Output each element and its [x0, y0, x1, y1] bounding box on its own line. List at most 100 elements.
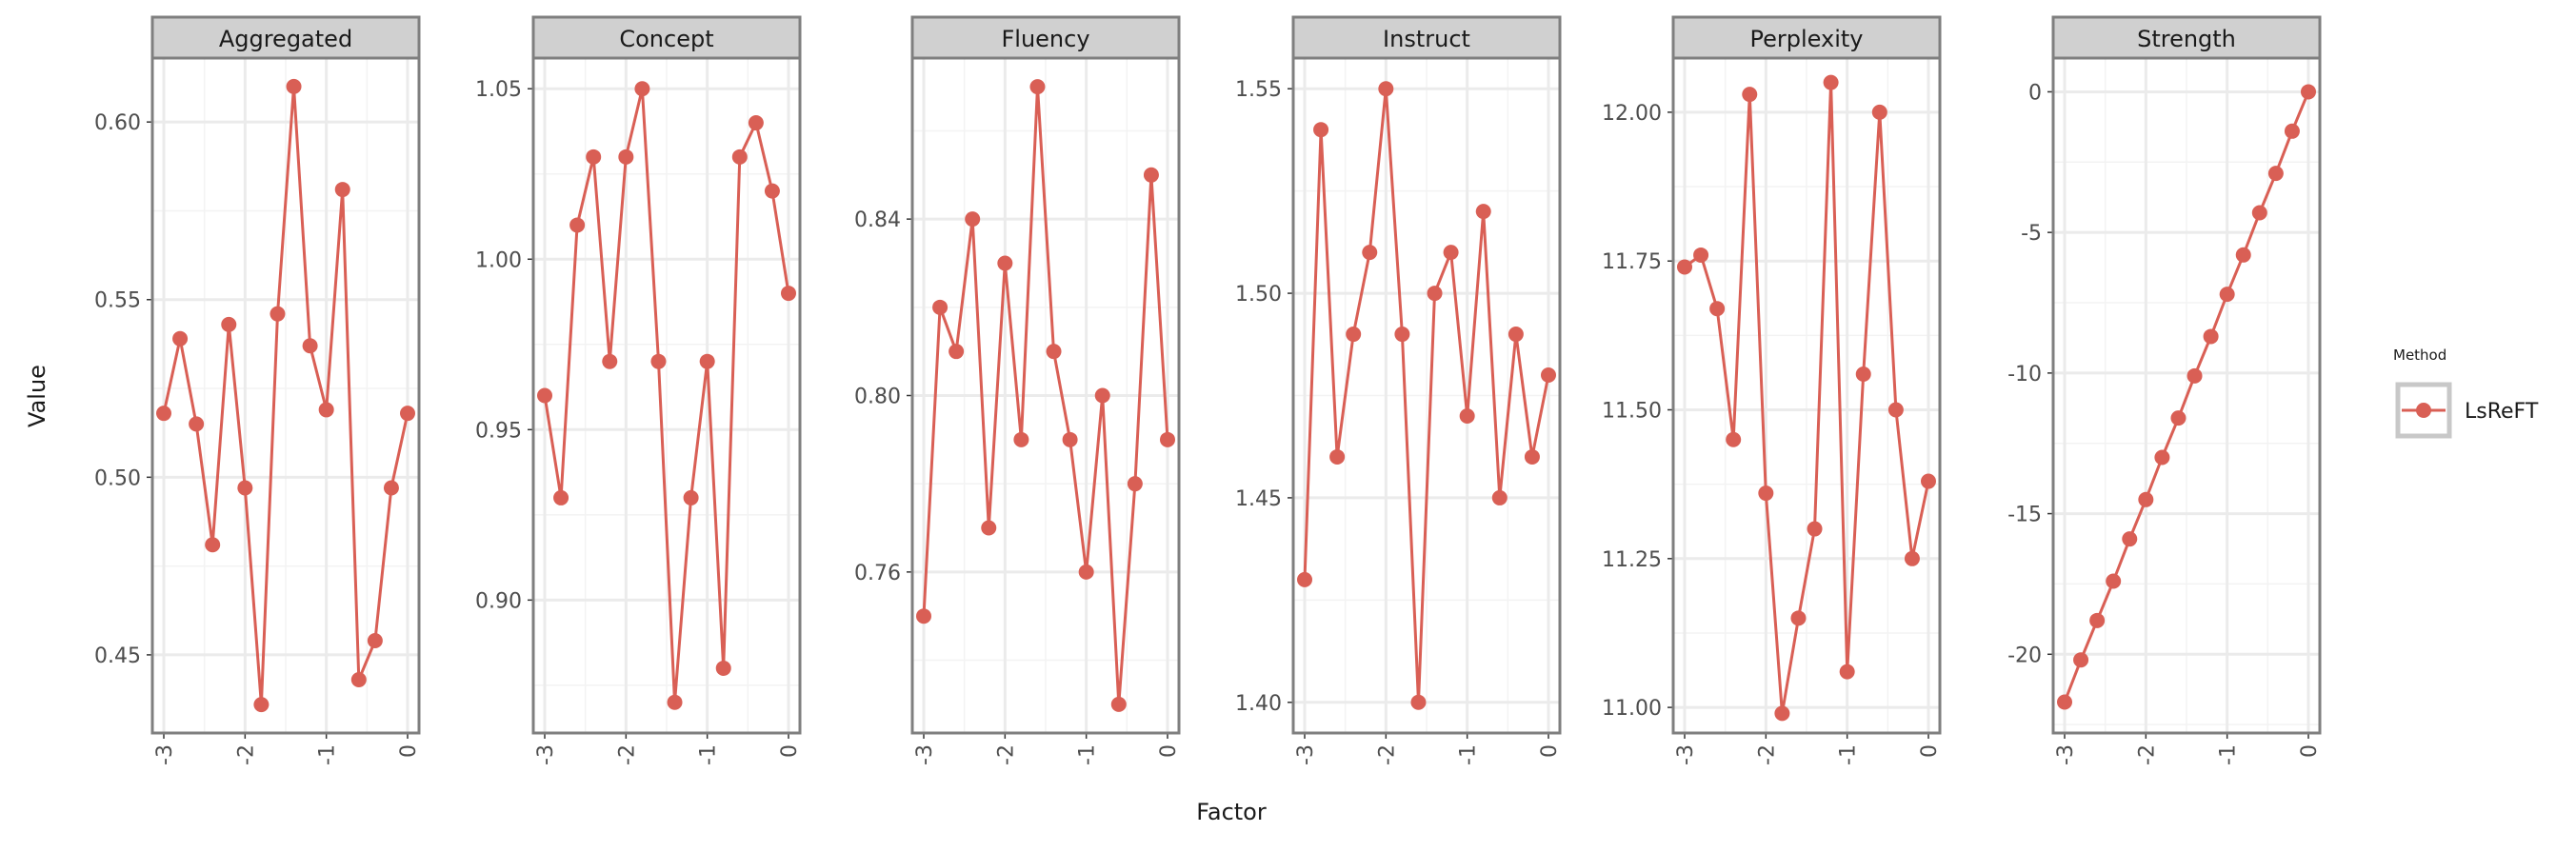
y-tick-label: 0.45	[94, 644, 141, 668]
data-point	[537, 387, 552, 404]
y-tick-label: 1.00	[475, 248, 522, 272]
y-tick-label: -20	[2007, 644, 2042, 667]
y-axis-title: Value	[24, 365, 50, 427]
data-point	[602, 353, 618, 369]
data-point	[1459, 407, 1475, 424]
x-tick-label: -3	[1294, 744, 1318, 765]
data-point	[2057, 694, 2072, 710]
data-point	[618, 149, 634, 165]
strip-perplexity	[1671, 15, 1942, 60]
data-point	[1904, 550, 1920, 566]
data-point	[221, 316, 237, 332]
y-tick-label: 0	[2028, 81, 2042, 105]
data-point	[715, 660, 731, 676]
data-point	[781, 286, 796, 302]
x-tick-label: -2	[1375, 744, 1399, 765]
legend-entry-lsreft: LsReFT	[2465, 400, 2539, 424]
x-tick-label: -3	[2054, 744, 2078, 765]
strip-title-instruct: Instruct	[1383, 26, 1470, 52]
data-point	[650, 353, 667, 369]
legend-key-point	[2416, 403, 2431, 418]
data-point	[2170, 410, 2187, 426]
data-point	[764, 183, 780, 199]
x-tick-label: -1	[316, 744, 340, 765]
data-point	[2251, 205, 2267, 221]
strip-title-fluency: Fluency	[1001, 26, 1089, 52]
data-point	[156, 406, 171, 422]
y-tick-label: -5	[2021, 222, 2042, 246]
data-point	[1094, 387, 1110, 404]
panel-aggregated: 0.45 0.50 0.55 0.60 -3 -2 -1 0 Aggregated	[94, 15, 421, 765]
data-point	[1524, 448, 1540, 465]
strip-title-perplexity: Perplexity	[1750, 26, 1864, 52]
y-tick-label: 0.80	[854, 386, 901, 409]
data-point	[553, 489, 569, 505]
data-point	[253, 697, 270, 713]
data-point	[2154, 449, 2170, 466]
data-point	[932, 299, 949, 315]
data-point	[634, 81, 650, 97]
strip-title-concept: Concept	[619, 26, 713, 52]
x-tick-label: 0	[1538, 744, 1562, 758]
data-point	[2089, 612, 2106, 628]
data-point	[1013, 431, 1029, 447]
data-point	[2106, 573, 2122, 589]
data-point	[367, 632, 383, 648]
data-point	[699, 353, 715, 369]
data-point	[1807, 521, 1823, 537]
data-point	[1508, 327, 1524, 343]
y-tick-label: 12.00	[1602, 102, 1662, 126]
data-point	[205, 537, 221, 553]
y-tick-label: 0.50	[94, 466, 141, 490]
data-point	[1790, 610, 1807, 626]
data-point	[731, 149, 748, 165]
data-point	[1887, 402, 1904, 418]
data-point	[2203, 328, 2219, 345]
series-line-perplexity	[1684, 81, 1930, 715]
data-point	[1062, 431, 1078, 447]
series-line-strength	[2063, 90, 2310, 703]
data-point	[1475, 204, 1491, 220]
data-point	[1774, 705, 1790, 722]
y-tick-label: 0.84	[854, 208, 901, 232]
x-axis-title: Factor	[1196, 799, 1267, 825]
x-tick-label: -2	[615, 744, 639, 765]
x-tick-label: -1	[2217, 744, 2241, 765]
panel-instruct: 1.40 1.45 1.50 1.55 -3 -2 -1 0 Instruct	[1235, 15, 1562, 765]
y-tick-label: -10	[2007, 363, 2042, 386]
data-point	[1427, 286, 1443, 302]
data-point	[1491, 489, 1508, 505]
data-point	[1029, 79, 1046, 95]
y-tick-label: 11.25	[1602, 548, 1662, 572]
x-tick-label: 0	[778, 744, 802, 758]
x-tick-label: -1	[1076, 744, 1100, 765]
data-point	[189, 416, 205, 432]
data-point	[1726, 431, 1742, 447]
data-point	[667, 694, 683, 710]
x-tick-label: 0	[397, 744, 421, 758]
data-point	[1297, 571, 1312, 587]
data-point	[1329, 448, 1346, 465]
data-point	[2187, 367, 2203, 384]
data-point	[286, 78, 302, 94]
x-tick-label: -2	[2135, 744, 2159, 765]
panel-concept: 0.90 0.95 1.00 1.05 -3 -2 -1 0 Concept	[475, 15, 802, 765]
data-point	[302, 338, 318, 354]
data-point	[1378, 81, 1394, 97]
data-point	[2122, 531, 2138, 547]
data-point	[270, 306, 286, 322]
data-point	[1160, 431, 1175, 447]
y-tick-label: 1.50	[1235, 283, 1282, 307]
data-point	[1677, 259, 1692, 275]
y-tick-label: 0.90	[475, 589, 522, 613]
data-point	[1921, 473, 1936, 489]
x-tick-label: -2	[234, 744, 258, 765]
data-point	[2219, 287, 2235, 303]
data-point	[2301, 84, 2316, 100]
x-tick-label: -2	[994, 744, 1018, 765]
data-point	[400, 406, 415, 422]
data-point	[334, 182, 350, 198]
x-tick-label: -1	[1837, 744, 1861, 765]
data-point	[1443, 245, 1459, 261]
legend: Method LsReFT	[2393, 347, 2539, 439]
